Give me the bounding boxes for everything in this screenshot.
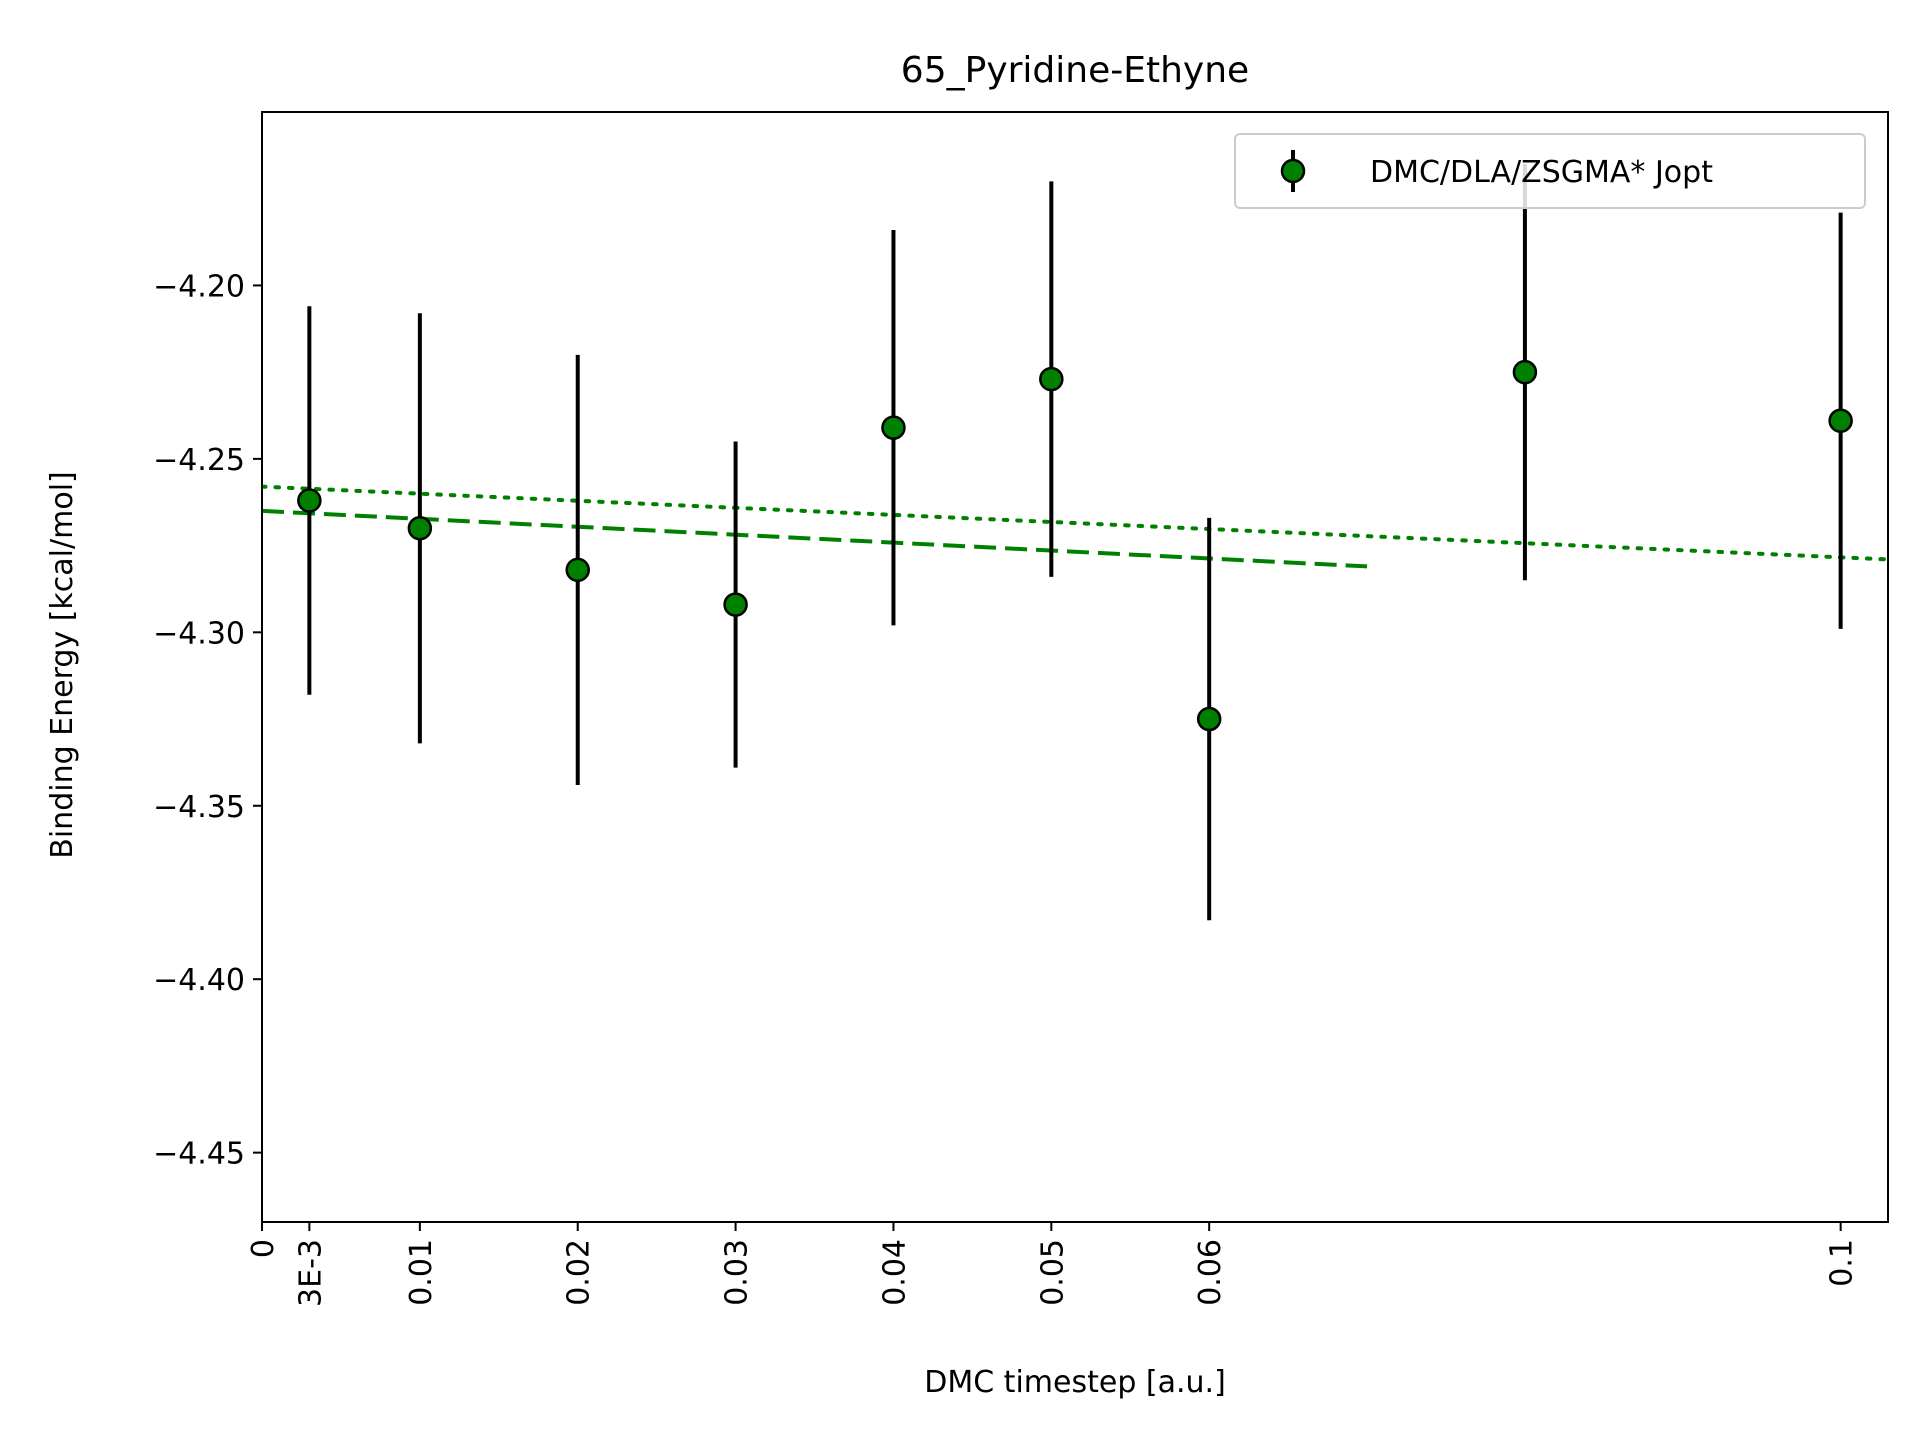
x-tick-label: 0 bbox=[246, 1239, 281, 1258]
data-point bbox=[881, 415, 906, 440]
x-tick-label: 0.02 bbox=[562, 1239, 597, 1306]
y-tick-label: −4.40 bbox=[153, 963, 245, 998]
x-tick-label: 0.1 bbox=[1825, 1239, 1860, 1287]
data-point bbox=[407, 516, 433, 541]
y-tick-label: −4.20 bbox=[153, 269, 245, 304]
x-tick-label: 0.05 bbox=[1035, 1239, 1070, 1306]
x-tick-label: 0.03 bbox=[720, 1239, 755, 1306]
data-point bbox=[297, 488, 322, 513]
data-point bbox=[1039, 366, 1064, 392]
x-axis-title: DMC timestep [a.u.] bbox=[924, 1365, 1226, 1400]
dotted-fit-line bbox=[262, 484, 1888, 562]
legend-label: DMC/DLA/ZSGMA* Jopt bbox=[1370, 155, 1713, 190]
y-tick-label: −4.35 bbox=[153, 790, 245, 825]
axes-frame bbox=[261, 111, 1889, 1223]
y-axis-title: Binding Energy [kcal/mol] bbox=[45, 471, 80, 858]
data-point bbox=[1828, 408, 1853, 433]
y-tick-label: −4.25 bbox=[153, 443, 245, 478]
x-tick-label: 0.06 bbox=[1193, 1239, 1228, 1306]
data-point bbox=[723, 592, 748, 617]
legend-box bbox=[1234, 133, 1866, 209]
plot-area: −4.20 −4.25 −4.30 −4.35 −4.40 −4.45 0 3E-3 0.01 0… bbox=[153, 111, 1889, 1307]
plot-data-layer bbox=[262, 164, 1888, 921]
x-tick-label: 0.04 bbox=[877, 1239, 912, 1306]
data-point bbox=[565, 557, 590, 583]
data-point bbox=[1196, 706, 1222, 732]
chart-title: 65_Pyridine-Ethyne bbox=[901, 50, 1249, 91]
legend-marker bbox=[1280, 158, 1306, 184]
x-tick-label: 3E-3 bbox=[293, 1239, 328, 1307]
x-tick-label: 0.01 bbox=[404, 1239, 439, 1306]
y-tick-label: −4.45 bbox=[153, 1137, 245, 1172]
data-point bbox=[1512, 359, 1538, 385]
y-tick-label: −4.30 bbox=[153, 616, 245, 651]
